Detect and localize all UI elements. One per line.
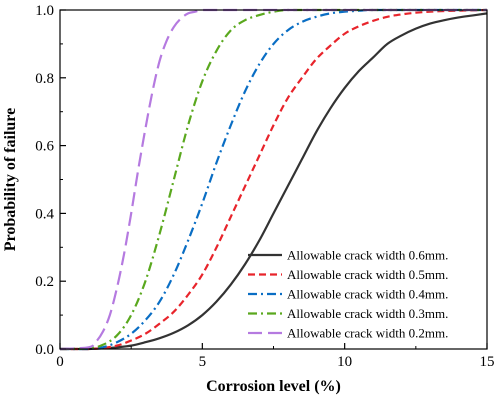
x-axis-title: Corrosion level (%): [206, 378, 341, 395]
y-tick-label-3: 0.6: [35, 139, 54, 155]
axis-ticks: [59, 9, 488, 350]
legend-label-5: Allowable crack width 0.2mm.: [287, 326, 448, 341]
tick-labels: 0 5 10 15 0.0 0.2 0.4 0.6 0.8 1.0: [35, 3, 494, 370]
legend-label-1: Allowable crack width 0.6mm.: [287, 248, 448, 263]
x-tick-label-3: 15: [480, 354, 495, 370]
y-axis-title: Probability of failure: [2, 108, 19, 251]
x-tick-label-1: 5: [199, 354, 207, 370]
y-tick-label-0: 0.0: [35, 342, 54, 358]
legend-label-2: Allowable crack width 0.5mm.: [287, 267, 448, 282]
y-tick-label-5: 1.0: [35, 3, 54, 19]
series-line-1: [60, 12, 488, 351]
y-tick-label-1: 0.2: [35, 274, 54, 290]
legend-label-4: Allowable crack width 0.3mm.: [287, 306, 448, 321]
legend: Allowable crack width 0.6mm. Allowable cr…: [248, 248, 448, 341]
y-tick-label-4: 0.8: [35, 71, 54, 87]
series-line-2: [60, 8, 488, 351]
y-tick-label-2: 0.4: [35, 206, 54, 222]
legend-label-3: Allowable crack width 0.4mm.: [287, 287, 448, 302]
x-tick-label-2: 10: [337, 354, 352, 370]
x-tick-label-0: 0: [56, 354, 64, 370]
